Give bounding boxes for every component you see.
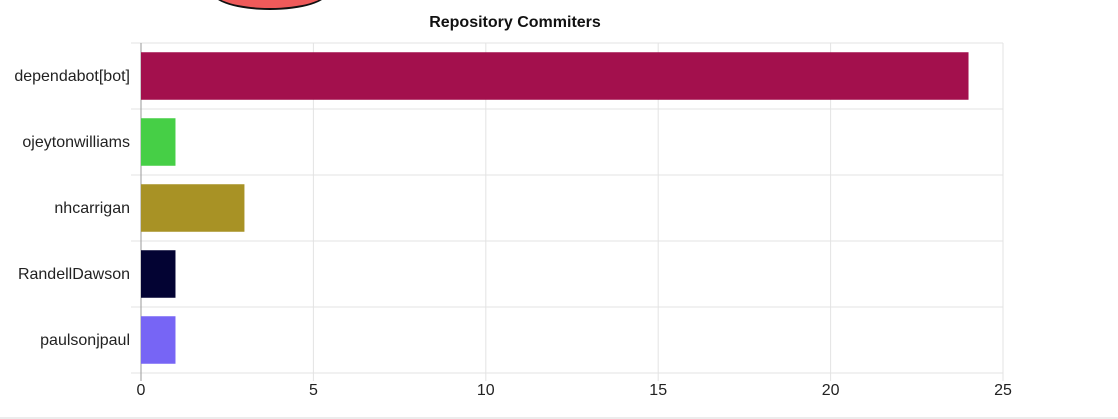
bars-group — [141, 52, 969, 364]
category-label: nhcarrigan — [54, 200, 130, 217]
category-labels: dependabot[bot] ojeytonwilliams nhcarrigan… — [14, 68, 130, 349]
category-label: ojeytonwilliams — [22, 134, 130, 151]
bar — [141, 316, 176, 364]
x-tick-label: 25 — [994, 382, 1012, 399]
x-tick-label: 15 — [649, 382, 667, 399]
x-tick-label: 20 — [822, 382, 840, 399]
category-label: dependabot[bot] — [14, 68, 130, 85]
category-label: RandellDawson — [18, 266, 130, 283]
x-tick-label: 0 — [137, 382, 146, 399]
x-tick-labels: 0 5 10 15 20 25 — [137, 382, 1012, 399]
footer-divider — [0, 417, 1118, 419]
bar — [141, 184, 245, 232]
chart-title: Repository Commiters — [429, 14, 601, 31]
x-tick-label: 10 — [477, 382, 495, 399]
bar — [141, 52, 969, 100]
bar — [141, 118, 176, 166]
category-label: paulsonjpaul — [40, 332, 130, 349]
x-tick-label: 5 — [309, 382, 318, 399]
bar — [141, 250, 176, 298]
